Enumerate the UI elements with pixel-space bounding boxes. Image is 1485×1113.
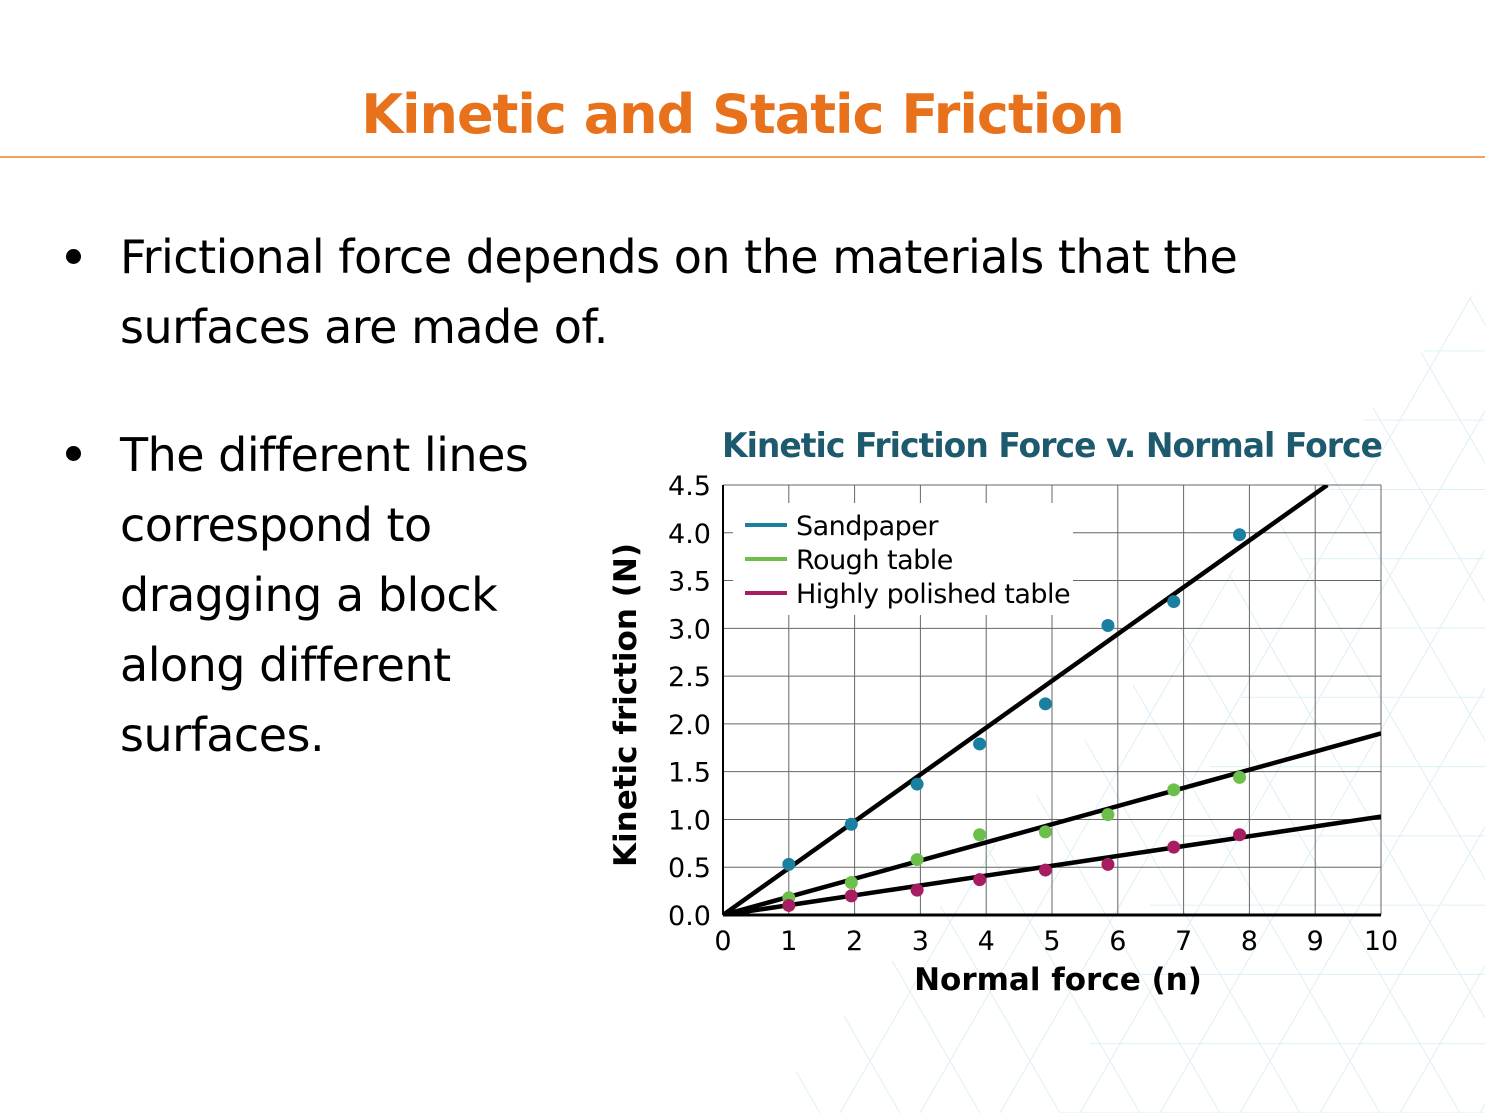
y-tick-label: 4.0 — [668, 519, 711, 550]
data-point-sandpaper — [1038, 697, 1052, 711]
bullet-text-1: Frictional force depends on the material… — [120, 230, 1238, 354]
x-tick-label: 0 — [714, 926, 731, 957]
data-point-highly-polished-table — [973, 873, 987, 887]
data-point-rough-table — [844, 876, 858, 890]
data-point-highly-polished-table — [910, 883, 924, 897]
y-tick-label: 2.5 — [668, 662, 711, 693]
title-divider — [0, 156, 1485, 158]
legend-background — [733, 503, 1073, 615]
y-tick-label: 1.5 — [668, 758, 711, 789]
data-point-sandpaper — [1233, 528, 1247, 542]
data-point-highly-polished-table — [1233, 828, 1247, 842]
y-tick-label: 4.5 — [668, 471, 711, 502]
legend-label: Rough table — [796, 545, 953, 576]
data-point-rough-table — [910, 853, 924, 867]
fit-line-sandpaper — [723, 485, 1329, 915]
data-point-sandpaper — [910, 777, 924, 791]
x-tick-label: 1 — [780, 926, 797, 957]
bullet-text-2: The different lines correspond to draggi… — [120, 428, 529, 762]
pattern-line — [1399, 280, 1485, 1113]
data-point-sandpaper — [844, 817, 858, 831]
pattern-line — [999, 280, 1485, 1113]
fit-line-rough-table — [723, 731, 1381, 915]
pattern-line — [1239, 280, 1485, 1113]
x-tick-label: 5 — [1043, 926, 1060, 957]
data-point-sandpaper — [973, 737, 987, 751]
y-tick-label: 0.5 — [668, 853, 711, 884]
pattern-line — [1079, 280, 1485, 1113]
x-tick-label: 7 — [1175, 926, 1192, 957]
fit-line-highly-polished-table — [723, 814, 1381, 915]
pattern-line — [760, 280, 1141, 1113]
y-tick-label: 3.5 — [668, 567, 711, 598]
data-point-highly-polished-table — [782, 898, 796, 912]
y-axis-label: Kinetic friction (N) — [608, 543, 644, 867]
legend-label: Sandpaper — [796, 511, 939, 542]
x-tick-label: 2 — [846, 926, 863, 957]
data-point-sandpaper — [1167, 595, 1181, 609]
pattern-line — [1319, 280, 1485, 1113]
data-point-rough-table — [973, 828, 987, 842]
y-tick-label: 1.0 — [668, 805, 711, 836]
data-point-rough-table — [1038, 825, 1052, 839]
data-point-sandpaper — [1101, 618, 1115, 632]
data-point-rough-table — [1233, 770, 1247, 784]
y-tick-label: 0.0 — [668, 901, 711, 932]
x-tick-label: 6 — [1109, 926, 1126, 957]
y-tick-label: 3.0 — [668, 614, 711, 645]
bullet-dot-2 — [66, 446, 81, 461]
data-point-highly-polished-table — [1101, 857, 1115, 871]
friction-chart: Kinetic Friction Force v. Normal Force 0 1… — [608, 426, 1398, 998]
x-tick-label: 8 — [1241, 926, 1258, 957]
x-tick-label: 9 — [1307, 926, 1324, 957]
y-tick-label: 2.0 — [668, 710, 711, 741]
legend-label: Highly polished table — [796, 579, 1070, 610]
data-point-rough-table — [1101, 808, 1115, 822]
x-tick-label: 4 — [978, 926, 995, 957]
data-point-sandpaper — [782, 857, 796, 871]
data-point-highly-polished-table — [1167, 840, 1181, 854]
x-tick-label: 3 — [912, 926, 929, 957]
slide-title: Kinetic and Static Friction — [361, 83, 1125, 146]
x-axis-label: Normal force (n) — [914, 962, 1202, 998]
x-tick-label: 10 — [1364, 926, 1398, 957]
chart-title: Kinetic Friction Force v. Normal Force — [722, 426, 1382, 466]
pattern-line — [1159, 280, 1485, 1113]
data-point-highly-polished-table — [844, 889, 858, 903]
data-point-highly-polished-table — [1038, 863, 1052, 877]
data-point-rough-table — [1167, 783, 1181, 797]
bullet-dot-1 — [66, 249, 81, 264]
